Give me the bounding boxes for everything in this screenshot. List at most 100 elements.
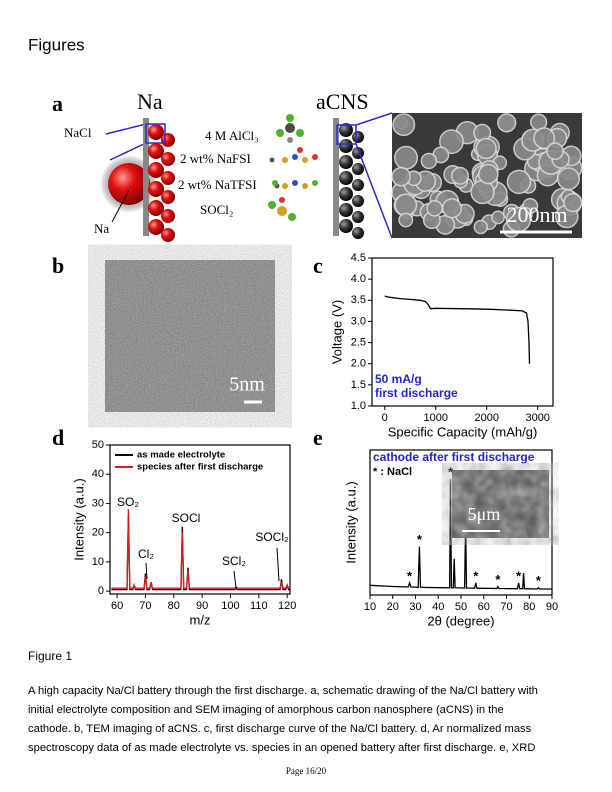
na-ball bbox=[148, 162, 164, 178]
sem-particle bbox=[563, 192, 583, 213]
scale-label: 5μm bbox=[468, 504, 501, 524]
sem-particle bbox=[546, 142, 564, 161]
sem-particle bbox=[391, 166, 411, 187]
caption-title: Figure 1 bbox=[28, 649, 72, 663]
atom bbox=[277, 206, 287, 216]
y-tick-label: 0 bbox=[98, 585, 104, 597]
electrolyte-label: 2 wt% NaTFSI bbox=[178, 177, 257, 192]
x-axis-label: m/z bbox=[190, 612, 211, 627]
nacl-star: * bbox=[417, 532, 423, 547]
x-tick-label: 1000 bbox=[423, 412, 447, 424]
legend-marker: * : NaCl bbox=[373, 466, 412, 478]
na-ball bbox=[161, 171, 175, 185]
na-sphere bbox=[108, 163, 150, 205]
carbon-ball bbox=[339, 123, 353, 137]
x-tick-label: 30 bbox=[409, 601, 421, 613]
y-axis-label: Intensity (a.u.) bbox=[343, 481, 358, 563]
caption: A high capacity Na/Cl battery through th… bbox=[28, 685, 538, 754]
carbon-ball bbox=[352, 131, 364, 143]
y-tick-label: 2.0 bbox=[351, 358, 366, 370]
zoom-line bbox=[105, 123, 147, 135]
atom bbox=[312, 154, 318, 160]
nacl-star: * bbox=[473, 568, 479, 583]
nacl-star: * bbox=[516, 568, 522, 583]
y-tick-label: 30 bbox=[92, 497, 104, 509]
electrolyte-label: SOCl₂ bbox=[200, 202, 233, 217]
x-tick-label: 40 bbox=[432, 601, 444, 613]
x-tick-label: 100 bbox=[221, 600, 239, 612]
plot-frame bbox=[109, 444, 291, 595]
atom bbox=[302, 183, 308, 189]
atom bbox=[287, 137, 293, 143]
peak-label: SCl₂ bbox=[222, 554, 246, 568]
x-tick-label: 80 bbox=[523, 601, 535, 613]
na-balls bbox=[148, 124, 175, 242]
sem-particle bbox=[473, 219, 489, 235]
sem-particle bbox=[451, 166, 470, 185]
scale-label: 200nm bbox=[506, 202, 567, 227]
y-tick-label: 4.0 bbox=[351, 273, 366, 285]
nacl-label: NaCl bbox=[64, 125, 92, 140]
electrolyte-label: 2 wt% NaFSI bbox=[180, 151, 251, 166]
y-tick-label: 4.5 bbox=[351, 252, 366, 264]
panel-b: b 5nm bbox=[52, 253, 275, 412]
acns-electrode bbox=[333, 118, 339, 236]
atom bbox=[282, 183, 288, 189]
panel-a: a Na aCNS NaCl Na 4 M AlCl₃ 2 wt% NaFSI 2 … bbox=[52, 89, 583, 242]
carbon-ball bbox=[339, 219, 353, 233]
x-tick-label: 90 bbox=[196, 600, 208, 612]
nacl-star: * bbox=[536, 573, 542, 588]
y-tick-label: 20 bbox=[92, 527, 104, 539]
na-ball bbox=[161, 133, 175, 147]
peak-arrow bbox=[276, 547, 280, 582]
heading: Figures bbox=[28, 35, 85, 54]
zoom-line bbox=[109, 142, 147, 161]
caption-line: initial electrolyte composition and SEM … bbox=[28, 704, 504, 716]
atom bbox=[282, 157, 288, 163]
zoom-line bbox=[355, 112, 393, 126]
sem-particle bbox=[392, 113, 416, 137]
panel-label: e bbox=[313, 425, 323, 450]
carbon-ball bbox=[339, 139, 353, 153]
black-balls bbox=[339, 123, 364, 239]
pointer bbox=[111, 189, 130, 223]
inset: 5μm bbox=[452, 470, 549, 538]
atom bbox=[268, 201, 276, 209]
data-line bbox=[384, 295, 531, 364]
electrolyte-label: 4 M AlCl₃ bbox=[205, 128, 259, 143]
peak-label: SOCl₂ bbox=[255, 530, 289, 544]
zoom-box bbox=[336, 124, 357, 145]
dot bbox=[269, 157, 275, 163]
nacl-star: * bbox=[448, 464, 454, 479]
legend-label: as made electrolyte bbox=[137, 450, 225, 461]
panel-label: a bbox=[52, 91, 63, 116]
x-tick-label: 70 bbox=[500, 601, 512, 613]
charts: c0 1000 2000 30001.01.52.02.53.03.54.04.5Sp… bbox=[52, 252, 558, 629]
peak-label: SO₂ bbox=[117, 495, 139, 509]
x-tick-label: 0 bbox=[382, 412, 388, 424]
y-axis-label: Intensity (a.u.) bbox=[71, 478, 86, 560]
legend-title: cathode after first discharge bbox=[373, 450, 535, 464]
atom bbox=[285, 123, 295, 133]
peak-arrow bbox=[145, 562, 148, 580]
sem-particle bbox=[497, 113, 517, 133]
peak-arrow bbox=[233, 570, 237, 589]
na-ball bbox=[161, 152, 175, 166]
y-tick-label: 3.5 bbox=[351, 294, 366, 306]
peak-label: Cl₂ bbox=[138, 547, 154, 561]
caption-line: A high capacity Na/Cl battery through th… bbox=[28, 685, 538, 697]
atom bbox=[288, 213, 296, 221]
atom bbox=[286, 114, 294, 122]
panel-label: b bbox=[52, 253, 64, 278]
na-ball bbox=[148, 200, 164, 216]
carbon-ball bbox=[339, 203, 353, 217]
x-axis-label: Specific Capacity (mAh/g) bbox=[388, 424, 538, 439]
y-tick-label: 3.0 bbox=[351, 315, 366, 327]
electrolyte: 4 M AlCl₃ 2 wt% NaFSI 2 wt% NaTFSI SOCl₂ bbox=[178, 114, 318, 221]
zoom-line bbox=[355, 143, 393, 239]
x-tick-label: 70 bbox=[139, 600, 151, 612]
atom bbox=[297, 147, 303, 153]
tem-texture bbox=[105, 260, 275, 412]
na-ball bbox=[148, 143, 164, 159]
na-ball bbox=[161, 190, 175, 204]
